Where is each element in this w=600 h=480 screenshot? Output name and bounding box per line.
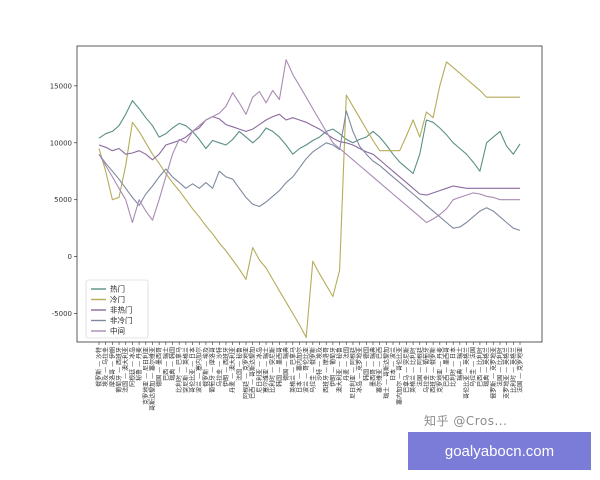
x-tick-label: 丹麦 — 法国 [342, 347, 350, 381]
x-tick-label: 瑞士 — 哥斯达黎加 [382, 347, 390, 399]
x-tick-label: 克罗地亚 — 英格兰 [503, 347, 511, 399]
x-tick-label: 哥斯达黎加 — 塞尔维亚 [148, 347, 156, 411]
x-tick-label: 乌拉圭 — 葡萄牙 [422, 347, 430, 393]
x-tick-label: 秘鲁 — 丹麦 [135, 347, 143, 381]
series-layer [98, 59, 521, 338]
site-banner[interactable]: goalyabocn.com [408, 432, 591, 470]
legend-label: 热门 [110, 284, 125, 294]
x-tick-label: 比利时 — 巴拿马 [175, 347, 183, 393]
x-tick-label: 伊朗 — 西班牙 [222, 347, 230, 387]
legend-label: 中间 [110, 326, 125, 336]
x-tick-label: 法国 — 比利时 [496, 347, 504, 387]
series-line-5 [98, 59, 520, 224]
y-tick-label: 15000 [50, 82, 72, 90]
x-tick-label: 俄罗斯 — 沙特 [95, 347, 103, 387]
x-tick-label: 英格兰 — 巴拿马 [289, 347, 297, 393]
x-tick-label: 塞内加尔 — 哥伦比亚 [396, 347, 404, 405]
x-tick-label: 西班牙 — 摩洛哥 [322, 347, 330, 393]
x-tick-label: 克罗地亚 — 丹麦 [436, 347, 444, 393]
x-tick-label: 法国 — 秘鲁 [235, 347, 243, 381]
x-tick-label: 法国 — 克罗地亚 [516, 347, 524, 393]
x-tick-label: 克罗地亚 — 尼日利亚 [142, 347, 150, 405]
x-tick-label: 尼日利亚 — 阿根廷 [349, 347, 357, 399]
y-tick-label: 5000 [54, 196, 72, 204]
x-tick-label: 巴拿马 — 突尼斯 [402, 347, 410, 393]
series-line-1 [98, 100, 521, 175]
x-tick-label: 丹麦 — 澳大利亚 [229, 347, 237, 393]
series-line-4 [98, 110, 521, 231]
x-tick-label: 塞尔维亚 — 巴西 [376, 347, 384, 393]
x-tick-label: 韩国 — 墨西哥 [275, 347, 283, 387]
series-line-3 [98, 113, 520, 196]
series-line-2 [98, 61, 520, 338]
y-tick-label: 10000 [50, 139, 72, 147]
plot-frame [76, 45, 543, 343]
x-tick-label: 哥伦比亚 — 英格兰 [463, 347, 471, 399]
x-tick-label: 巴西 — 瑞士 [162, 347, 170, 381]
x-tick-label: 塞尔维亚 — 瑞士 [262, 347, 270, 393]
x-tick-label: 瑞典 — 韩国 [169, 347, 177, 381]
x-tick-label: 尼日利亚 — 冰岛 [255, 347, 263, 393]
x-tick-label: 突尼斯 — 英格兰 [182, 347, 190, 393]
legend-label: 冷门 [110, 294, 125, 304]
x-tick-label: 澳大利亚 — 秘鲁 [336, 347, 344, 393]
x-tick-label: 比利时 — 日本 [449, 347, 457, 387]
x-tick-label: 德国 — 墨西哥 [155, 347, 163, 387]
x-tick-label: 巴西 — 比利时 [476, 347, 484, 387]
x-tick-label: 哥伦比亚 — 日本 [189, 347, 197, 393]
x-tick-label: 日本 — 塞内加尔 [295, 347, 303, 393]
x-tick-label: 德国 — 瑞典 [282, 347, 290, 381]
x-tick-label: 阿根廷 — 克罗地亚 [242, 347, 250, 399]
x-tick-label: 乌拉圭 — 俄罗斯 [309, 347, 317, 393]
x-tick-label: 瑞典 — 英格兰 [483, 347, 491, 387]
x-axis: 俄罗斯 — 沙特 埃及 — 乌拉圭 摩洛哥 — 伊朗 葡萄牙 — 西班牙 法国 — 澳大… [95, 342, 524, 411]
legend-label: 非冷门 [110, 315, 133, 325]
x-tick-label: 葡萄牙 — 摩洛哥 [209, 347, 217, 393]
x-tick-label: 波兰 — 哥伦比亚 [302, 347, 310, 393]
x-tick-label: 乌拉圭 — 法国 [469, 347, 477, 387]
x-tick-label: 冰岛 — 克罗地亚 [356, 347, 364, 393]
x-tick-label: 墨西哥 — 瑞典 [369, 347, 377, 387]
x-tick-label: 日本 — 波兰 [389, 347, 397, 381]
x-tick-label: 摩洛哥 — 伊朗 [108, 347, 116, 387]
legend-box [85, 279, 149, 339]
x-tick-label: 埃及 — 乌拉圭 [102, 347, 110, 387]
x-tick-label: 比利时 — 突尼斯 [269, 347, 277, 393]
x-tick-label: 比利时 — 英格兰 [509, 347, 517, 393]
x-tick-label: 韩国 — 德国 [362, 347, 370, 381]
x-tick-label: 伊朗 — 葡萄牙 [329, 347, 337, 387]
x-tick-label: 阿根廷 — 冰岛 [128, 347, 136, 387]
watermark-text: 知乎 @Cros... [424, 414, 508, 428]
x-tick-label: 巴西 — 墨西哥 [443, 347, 450, 387]
x-tick-label: 俄罗斯 — 克罗地亚 [489, 347, 497, 399]
x-tick-label: 俄罗斯 — 埃及 [202, 347, 210, 387]
x-tick-label: 瑞典 — 瑞士 [456, 347, 464, 381]
x-tick-label: 沙特 — 埃及 [316, 347, 324, 381]
x-tick-label: 葡萄牙 — 西班牙 [115, 347, 123, 393]
x-tick-label: 英格兰 — 比利时 [409, 347, 417, 393]
x-tick-label: 法国 — 阿根廷 [416, 347, 424, 387]
x-tick-label: 乌拉圭 — 沙特 [215, 347, 223, 387]
legend-label: 非热门 [110, 305, 133, 315]
y-tick-label: 0 [68, 253, 72, 261]
x-tick-label: 巴西 — 哥斯达黎加 [249, 347, 257, 399]
y-axis: -5000 0 5000 10000 15000 [50, 82, 77, 318]
x-tick-label: 波兰 — 塞内加尔 [195, 347, 203, 393]
y-tick-label: -5000 [52, 310, 72, 318]
x-tick-label: 西班牙 — 俄罗斯 [429, 347, 437, 393]
x-tick-label: 法国 — 澳大利亚 [122, 347, 130, 393]
